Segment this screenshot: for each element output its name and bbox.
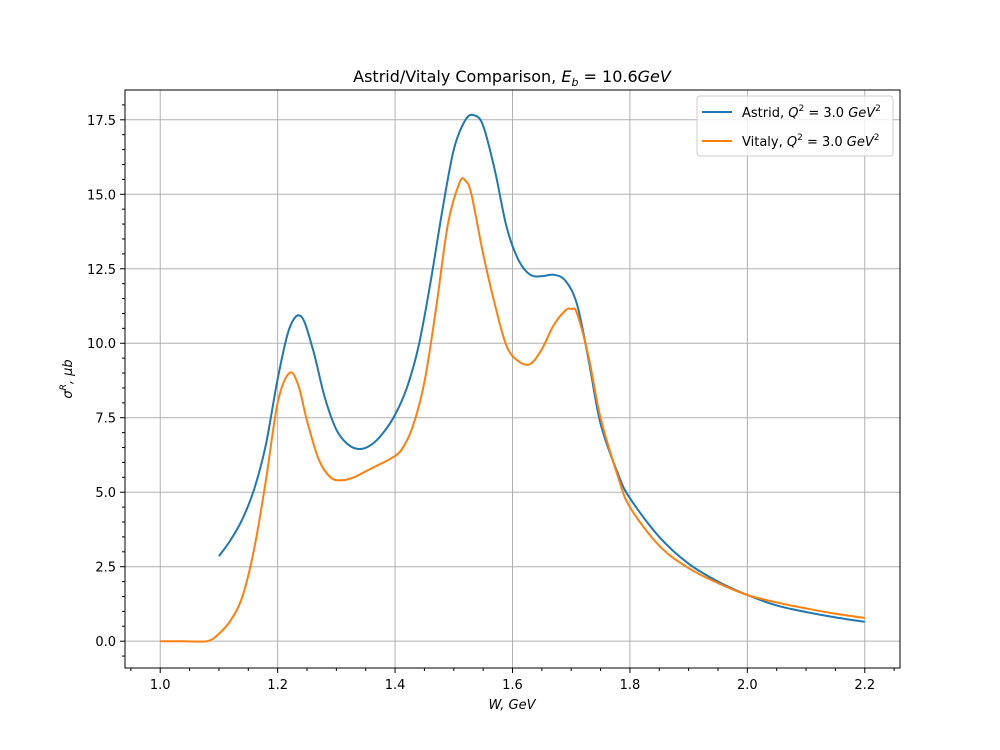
legend-label-vitaly: Vitaly, Q2 = 3.0 GeV2 — [742, 133, 880, 150]
x-tick-label: 2.0 — [737, 678, 758, 693]
y-tick-label: 7.5 — [95, 412, 116, 427]
x-tick-label: 1.0 — [150, 678, 171, 693]
axis-ticks — [120, 104, 895, 673]
series-line-vitaly — [160, 177, 865, 643]
x-axis-label: W, GeV — [488, 698, 536, 713]
series-line-astrid — [218, 113, 865, 623]
y-tick-label: 15.0 — [87, 188, 116, 203]
y-tick-label: 2.5 — [95, 561, 116, 576]
x-tick-label: 2.2 — [854, 678, 875, 693]
y-tick-label: 10.0 — [87, 337, 116, 352]
y-tick-label: 17.5 — [87, 114, 116, 129]
legend-label-astrid: Astrid, Q2 = 3.0 GeV2 — [742, 104, 881, 121]
legend: Astrid, Q2 = 3.0 GeV2 Vitaly, Q2 = 3.0 G… — [696, 95, 894, 157]
chart-title: Astrid/Vitaly Comparison, Eb = 10.6GeV — [353, 67, 672, 89]
y-tick-label: 0.0 — [95, 635, 116, 650]
x-tick-label: 1.6 — [502, 678, 523, 693]
x-tick-label: 1.4 — [385, 678, 406, 693]
y-tick-label: 12.5 — [87, 263, 116, 278]
grid — [125, 90, 900, 668]
series-lines — [160, 113, 865, 643]
x-tick-label: 1.8 — [620, 678, 641, 693]
tick-labels: 1.0 1.2 1.4 1.6 1.8 2.0 2.2 0.0 2.5 5.0 7.5 10.0 12.… — [87, 114, 875, 693]
x-tick-label: 1.2 — [267, 678, 288, 693]
y-axis-label: σR, μb — [59, 359, 76, 398]
y-tick-label: 5.0 — [95, 486, 116, 501]
legend-frame — [696, 95, 894, 157]
